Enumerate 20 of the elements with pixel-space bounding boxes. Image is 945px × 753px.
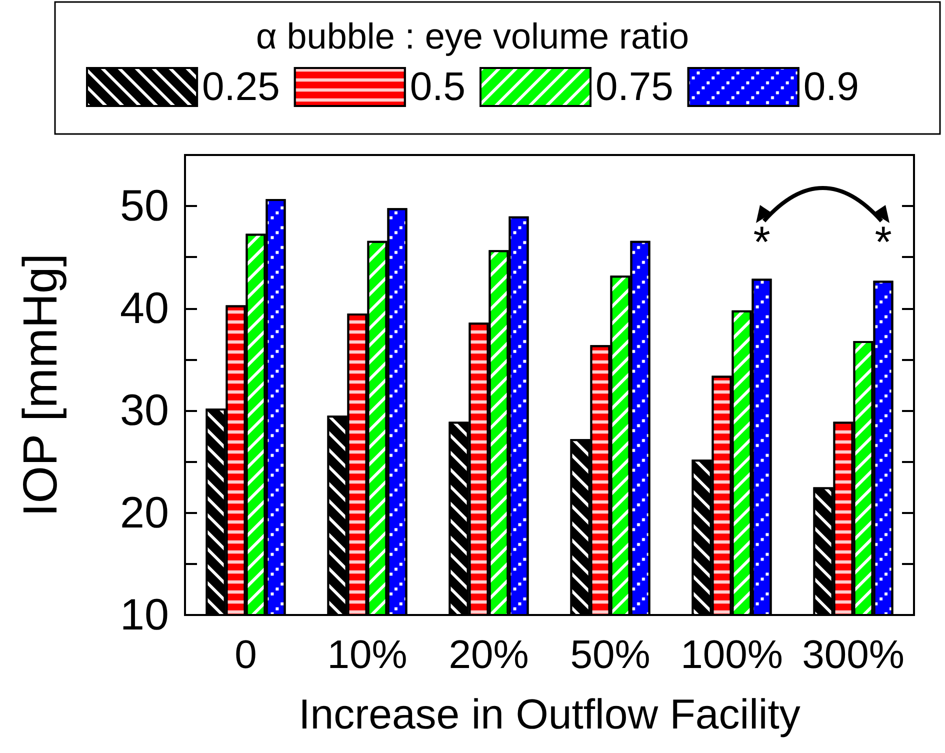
y-tick-label: 30: [120, 386, 169, 436]
legend-label: 0.9: [803, 65, 859, 109]
legend-label: 0.75: [596, 65, 674, 109]
x-tick-label: 20%: [448, 633, 529, 677]
y-axis-title: IOP [mmHg]: [14, 253, 68, 517]
x-tick-label: 300%: [802, 633, 904, 677]
y-tick-label: 50: [120, 182, 169, 231]
legend-label: 0.25: [202, 65, 280, 109]
annotation: *: [874, 218, 892, 268]
y-tick-label: 40: [120, 284, 169, 333]
legend-title: α bubble : eye volume ratio: [256, 16, 690, 56]
x-tick-label: 10%: [327, 633, 408, 677]
annotation: *: [753, 218, 770, 268]
x-tick-label: 50%: [570, 633, 650, 677]
y-tick-label: 20: [120, 488, 169, 538]
x-axis-title: Increase in Outflow Facility: [298, 690, 800, 738]
y-tick-label: 10: [120, 590, 169, 640]
x-tick-label: 100%: [680, 633, 783, 677]
x-tick-label: 0: [234, 633, 257, 677]
legend-label: 0.5: [410, 65, 466, 109]
